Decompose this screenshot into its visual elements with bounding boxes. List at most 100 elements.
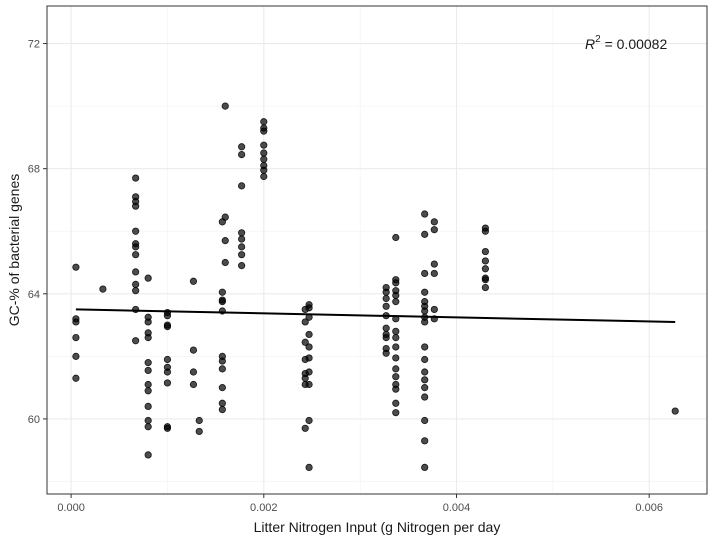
data-point xyxy=(382,302,390,310)
regression-line-group xyxy=(75,308,676,323)
data-point xyxy=(132,280,140,289)
data-point xyxy=(421,288,429,296)
data-point xyxy=(218,365,226,373)
data-point xyxy=(218,405,226,414)
data-point xyxy=(238,243,246,251)
data-point xyxy=(144,366,152,375)
data-point xyxy=(163,368,172,376)
y-tick-label: 72 xyxy=(28,39,40,51)
data-point xyxy=(218,357,226,365)
panel-border xyxy=(46,5,708,495)
data-point xyxy=(392,343,400,351)
data-points xyxy=(72,102,679,472)
data-point xyxy=(421,368,429,376)
data-point xyxy=(392,327,400,335)
data-point xyxy=(301,424,309,432)
data-point xyxy=(421,463,429,472)
grid-major xyxy=(47,6,707,494)
r-squared-superscript: 2 xyxy=(595,34,601,45)
data-point xyxy=(392,399,400,407)
data-point xyxy=(163,424,172,432)
data-point xyxy=(305,304,313,312)
data-point xyxy=(430,218,438,226)
data-point xyxy=(195,427,203,436)
y-axis: 60 64 68 72 xyxy=(28,39,47,426)
data-point xyxy=(144,333,152,342)
data-point xyxy=(421,437,429,445)
data-point xyxy=(421,269,429,278)
data-point xyxy=(301,318,309,326)
data-point xyxy=(671,407,679,415)
data-point xyxy=(163,323,172,331)
data-point xyxy=(421,355,429,364)
data-point xyxy=(189,368,198,376)
data-point xyxy=(260,149,268,157)
data-point xyxy=(305,416,313,425)
x-tick-label: 0.002 xyxy=(250,502,278,514)
data-point xyxy=(132,251,140,259)
data-point xyxy=(392,354,400,362)
data-point xyxy=(260,127,268,135)
x-axis: 0.000 0.002 0.004 0.006 xyxy=(57,494,663,514)
data-point xyxy=(430,226,438,234)
data-point xyxy=(218,384,226,392)
data-point xyxy=(144,402,152,411)
data-point xyxy=(421,343,429,351)
x-tick-label: 0.006 xyxy=(635,502,663,514)
r-squared-symbol: R xyxy=(585,36,595,52)
y-tick-label: 68 xyxy=(28,164,40,176)
data-point xyxy=(301,338,309,346)
data-point xyxy=(221,102,229,110)
data-point xyxy=(382,294,390,303)
data-point xyxy=(189,380,198,389)
data-point xyxy=(430,269,438,278)
data-point xyxy=(195,416,203,425)
data-point xyxy=(163,379,172,387)
data-point xyxy=(305,380,313,389)
data-point xyxy=(421,384,429,392)
data-point xyxy=(481,265,489,273)
data-point xyxy=(421,416,429,425)
data-point xyxy=(392,291,400,299)
y-tick-label: 64 xyxy=(28,289,40,301)
data-point xyxy=(238,262,246,270)
data-point xyxy=(72,374,80,382)
data-point xyxy=(144,318,152,326)
grid-minor xyxy=(47,6,707,494)
data-point xyxy=(305,463,313,472)
data-point xyxy=(481,257,489,265)
data-point xyxy=(144,423,152,431)
data-point xyxy=(481,247,489,256)
x-tick-label: 0.004 xyxy=(443,502,471,514)
data-point xyxy=(305,330,313,339)
r-squared-annotation: R2 = 0.00082 xyxy=(585,34,667,52)
data-point xyxy=(260,118,268,126)
data-point xyxy=(132,227,140,235)
data-point xyxy=(132,174,140,182)
y-tick-label: 60 xyxy=(28,414,40,426)
regression-line xyxy=(75,308,676,323)
x-tick-label: 0.000 xyxy=(57,502,85,514)
data-point xyxy=(305,354,313,362)
data-point xyxy=(392,298,400,306)
data-point xyxy=(421,230,429,238)
data-point xyxy=(392,373,400,381)
data-point xyxy=(481,283,489,292)
data-point xyxy=(132,202,140,210)
data-point xyxy=(218,298,226,306)
data-point xyxy=(382,288,390,296)
x-axis-title: Litter Nitrogen Input (g Nitrogen per da… xyxy=(254,519,501,535)
data-point xyxy=(218,399,226,407)
data-point xyxy=(238,251,246,259)
data-point xyxy=(189,346,198,354)
data-point xyxy=(72,263,80,271)
data-point xyxy=(221,237,229,245)
data-point xyxy=(421,376,429,384)
data-point xyxy=(260,172,268,181)
data-point xyxy=(132,287,140,295)
data-point xyxy=(132,243,140,251)
data-point xyxy=(144,451,152,459)
data-point xyxy=(421,393,429,401)
